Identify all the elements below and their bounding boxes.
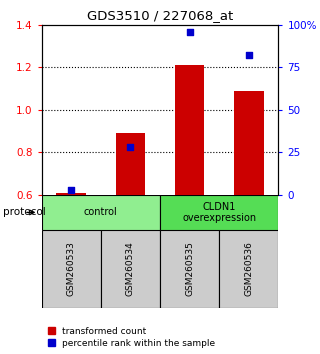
Bar	[160, 195, 278, 230]
Text: GSM260536: GSM260536	[244, 241, 253, 297]
Text: GSM260533: GSM260533	[67, 241, 76, 297]
Point	[128, 144, 133, 150]
Text: GSM260535: GSM260535	[185, 241, 194, 297]
Point	[246, 52, 252, 58]
Bar	[160, 230, 219, 308]
Text: GSM260534: GSM260534	[126, 242, 135, 296]
Bar	[219, 230, 278, 308]
Bar	[42, 230, 101, 308]
Text: protocol: protocol	[3, 207, 46, 217]
Bar	[101, 230, 160, 308]
Bar	[234, 91, 264, 195]
Bar	[116, 133, 145, 195]
Bar	[42, 195, 160, 230]
Bar	[56, 193, 86, 195]
Text: CLDN1
overexpression: CLDN1 overexpression	[182, 201, 256, 223]
Text: control: control	[84, 207, 118, 217]
Point	[69, 187, 74, 193]
Bar	[175, 65, 204, 195]
Legend: transformed count, percentile rank within the sample: transformed count, percentile rank withi…	[46, 325, 217, 349]
Point	[187, 29, 192, 34]
Title: GDS3510 / 227068_at: GDS3510 / 227068_at	[87, 9, 233, 22]
